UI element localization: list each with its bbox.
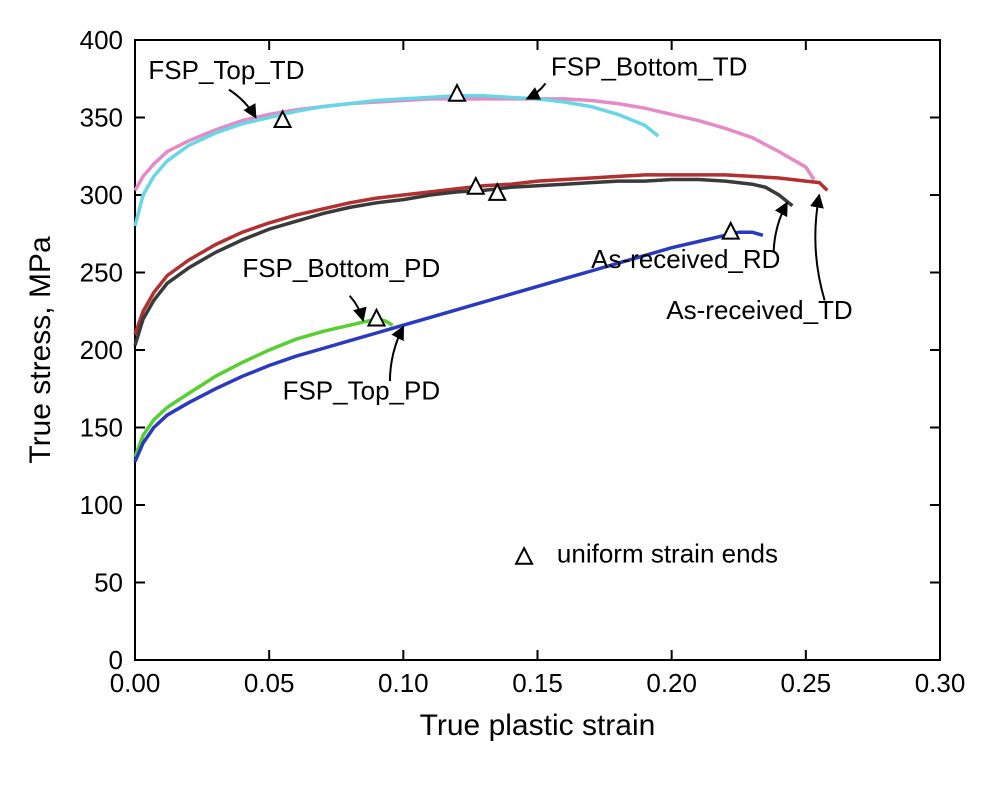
legend-text: uniform strain ends — [557, 538, 778, 568]
fsp-top-pd-label: FSP_Top_PD — [283, 376, 441, 406]
fsp-top-td-label: FSP_Top_TD — [148, 55, 304, 85]
x-tick-label: 0.15 — [512, 668, 563, 698]
x-tick-label: 0.30 — [915, 668, 966, 698]
uniform-strain-marker — [449, 85, 465, 101]
y-tick-label: 250 — [80, 258, 123, 288]
uniform-strain-marker — [723, 223, 739, 239]
x-tick-label: 0.10 — [378, 668, 429, 698]
stress-strain-chart: 0.000.050.100.150.200.250.30050100150200… — [0, 0, 984, 786]
y-tick-label: 300 — [80, 180, 123, 210]
series-FSP_Top_TD — [135, 96, 658, 226]
fsp-bottom-td-label: FSP_Bottom_TD — [551, 52, 748, 82]
y-tick-label: 200 — [80, 335, 123, 365]
as-received-td-label-arrow — [815, 195, 824, 300]
y-axis-title: True stress, MPa — [24, 236, 57, 464]
fsp-bottom-td-label-arrow — [527, 83, 546, 99]
y-tick-label: 0 — [109, 645, 123, 675]
y-tick-label: 150 — [80, 413, 123, 443]
y-tick-label: 100 — [80, 490, 123, 520]
as-received-rd-label: As-received_RD — [591, 244, 780, 274]
y-tick-label: 350 — [80, 103, 123, 133]
x-tick-label: 0.25 — [781, 668, 832, 698]
x-axis-title: True plastic strain — [420, 709, 656, 742]
y-tick-label: 400 — [80, 25, 123, 55]
fsp-bottom-pd-label-arrow — [350, 296, 363, 321]
fsp-bottom-pd-label: FSP_Bottom_PD — [242, 253, 440, 283]
plot-frame — [135, 40, 940, 660]
legend-marker-icon — [516, 548, 532, 564]
fsp-top-td-label-arrow — [229, 90, 256, 118]
x-tick-label: 0.20 — [646, 668, 697, 698]
fsp-top-pd-label-arrow — [390, 327, 403, 381]
y-tick-label: 50 — [94, 568, 123, 598]
x-tick-label: 0.05 — [244, 668, 295, 698]
uniform-strain-marker — [369, 310, 385, 326]
series-FSP_Bottom_TD — [135, 99, 814, 190]
